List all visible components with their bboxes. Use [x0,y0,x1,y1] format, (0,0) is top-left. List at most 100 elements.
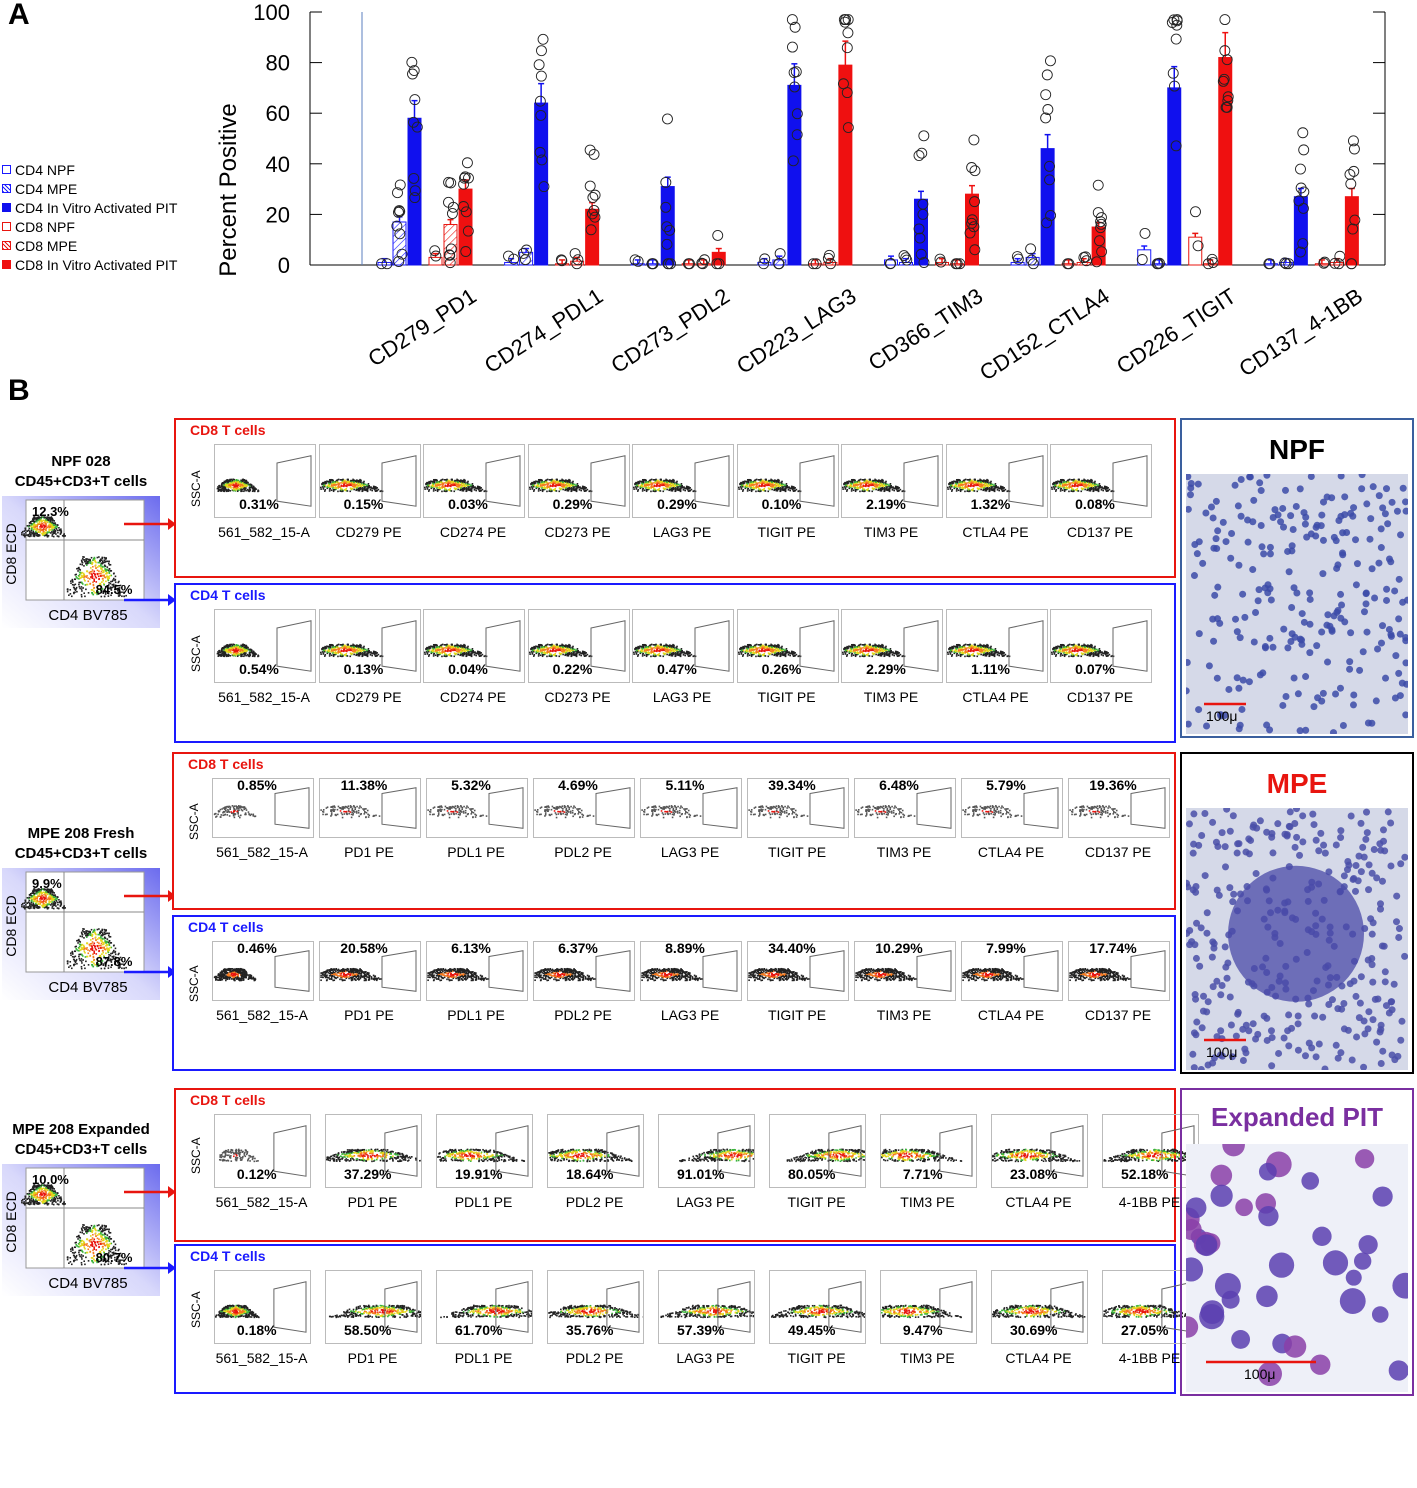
event-dot [454,480,456,482]
event-dot [434,488,436,490]
event-dot [955,479,957,481]
event-dot [548,487,550,489]
event-dot [738,488,740,490]
event-dot [1093,489,1095,491]
data-point [1042,70,1052,80]
event-dot [537,481,539,483]
event-dot [114,580,116,582]
event-dot [545,480,547,482]
event-dot [30,521,32,523]
event-dot [872,480,874,482]
event-dot [31,527,33,529]
x-tick-label: CD226_TIGIT [1112,283,1240,379]
event-dot [951,489,953,491]
event-dot [105,565,107,567]
event-dot [244,487,246,489]
event-dot [457,484,459,486]
event-dot [86,571,88,573]
event-dot [969,479,971,481]
event-dot [228,654,230,656]
event-dot [645,479,647,481]
event-dot [459,487,461,489]
marker-label: CD137 PE [1067,524,1133,540]
event-dot [584,486,586,488]
event-dot [28,525,30,527]
event-dot [464,482,466,484]
data-point [407,69,417,79]
event-dot [1089,490,1091,492]
event-dot [657,489,659,491]
event-dot [547,482,549,484]
event-dot [568,484,570,486]
data-point [1168,68,1178,78]
event-dot [97,570,99,572]
event-dot [970,489,972,491]
event-dot [50,529,52,531]
data-point [1093,180,1103,190]
event-dot [353,489,355,491]
event-dot [1086,481,1088,483]
event-dot [577,485,579,487]
event-dot [561,486,563,488]
event-dot [779,490,781,492]
event-dot [639,486,641,488]
event-dot [35,524,37,526]
event-dot [1075,489,1077,491]
event-dot [226,490,228,492]
event-dot [343,485,345,487]
event-dot [341,481,343,483]
event-dot [759,481,761,483]
event-dot [1054,487,1056,489]
event-dot [863,485,865,487]
event-dot [41,523,43,525]
event-dot [872,488,874,490]
event-dot [33,535,35,537]
bar [839,65,852,265]
event-dot [851,483,853,485]
event-dot [1063,479,1065,481]
event-dot [105,561,107,563]
event-dot [457,489,459,491]
event-dot [669,487,671,489]
data-point [662,114,672,124]
event-dot [84,596,86,598]
event-dot [651,484,653,486]
event-dot [93,570,95,572]
event-dot [947,488,949,490]
event-dot [660,490,662,492]
event-dot [785,483,787,485]
event-dot [649,480,651,482]
event-dot [232,649,234,651]
event-dot [468,486,470,488]
data-point [588,192,598,202]
event-dot [971,480,973,482]
event-dot [1075,480,1077,482]
event-dot [249,652,251,654]
event-dot [70,593,72,595]
event-dot [69,589,71,591]
event-dot [241,654,243,656]
event-dot [881,484,883,486]
event-dot [81,586,83,588]
event-dot [964,491,966,493]
event-dot [467,484,469,486]
event-dot [51,524,53,526]
event-dot [230,487,232,489]
event-dot [257,654,259,656]
event-dot [1072,481,1074,483]
event-dot [566,490,568,492]
event-dot [956,483,958,485]
event-dot [895,487,897,489]
event-dot [232,654,234,656]
event-dot [960,483,962,485]
event-dot [767,484,769,486]
event-dot [875,484,877,486]
event-dot [900,489,902,491]
event-dot [222,648,224,650]
event-dot [1098,491,1100,493]
event-dot [89,573,91,575]
event-dot [249,654,251,656]
event-dot [1104,487,1106,489]
event-dot [657,480,659,482]
y-tick-label: 20 [266,202,290,227]
